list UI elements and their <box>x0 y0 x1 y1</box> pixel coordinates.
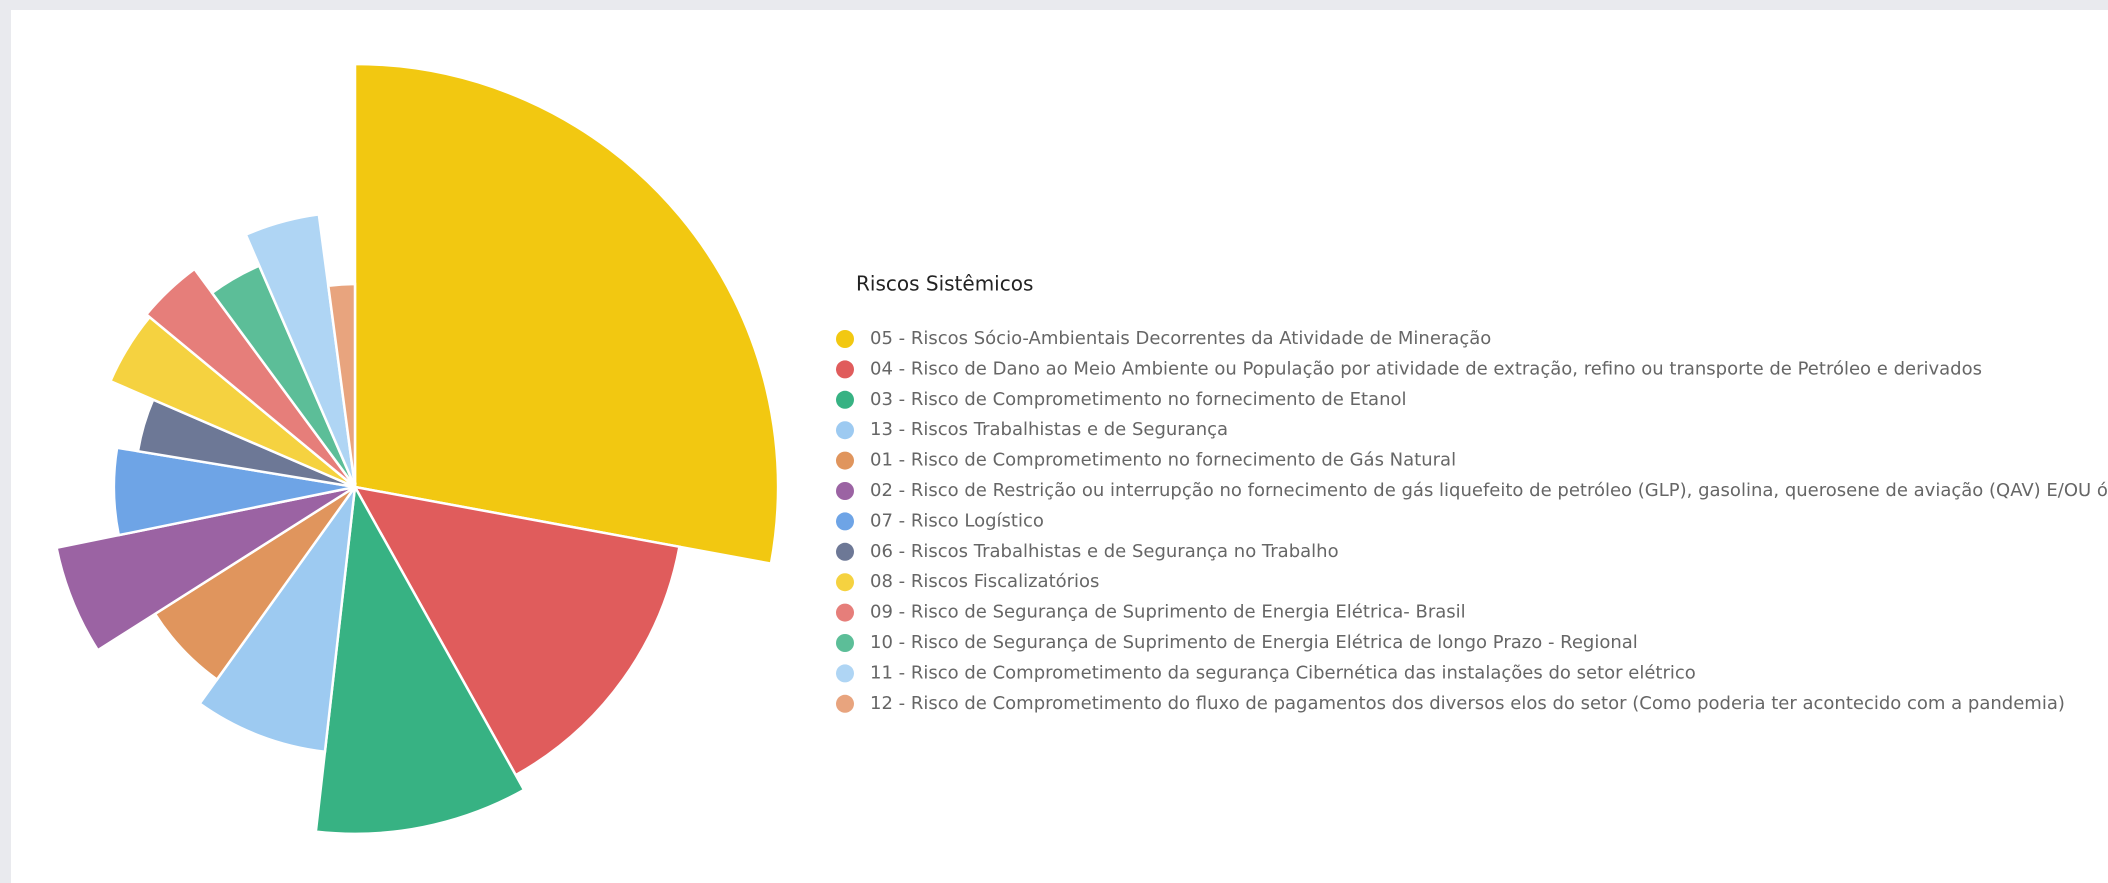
pie-slice <box>144 267 357 488</box>
legend-marker <box>836 542 854 561</box>
legend-marker <box>836 421 854 440</box>
legend-label: 11 - Risco de Comprometimento da seguran… <box>870 662 1696 683</box>
legend-marker <box>836 573 854 592</box>
pie-slice <box>197 482 357 754</box>
legend-marker <box>836 390 854 409</box>
pie-slice <box>112 446 356 537</box>
legend-label: 13 - Riscos Trabalhistas e de Segurança <box>870 419 1228 440</box>
pie-slice <box>55 485 356 652</box>
pie-slice <box>352 485 681 777</box>
legend-label: 10 - Risco de Segurança de Suprimento de… <box>870 632 1638 653</box>
legend-label: 12 - Risco de Comprometimento do fluxo d… <box>870 693 2065 714</box>
legend-label: 05 - Riscos Sócio-Ambientais Decorrentes… <box>870 328 1491 349</box>
legend-marker <box>836 330 854 348</box>
legend-label: 02 - Risco de Restrição ou interrupção n… <box>870 480 2108 501</box>
legend-marker <box>836 694 854 713</box>
legend-marker <box>836 451 854 470</box>
legend-label: 08 - Riscos Fiscalizatórios <box>870 571 1099 592</box>
legend-marker <box>836 482 854 500</box>
pie-slice <box>314 482 526 836</box>
legend-label: 03 - Risco de Comprometimento no forneci… <box>870 389 1406 410</box>
pie-slice <box>353 62 780 566</box>
legend-marker <box>836 360 854 379</box>
legend-marker <box>836 634 854 652</box>
pie-slice <box>326 282 357 488</box>
legend-marker <box>836 664 854 683</box>
legend-label: 09 - Risco de Segurança de Suprimento de… <box>870 602 1466 623</box>
legend-marker <box>836 603 854 622</box>
legend-label: 07 - Risco Logístico <box>870 510 1044 531</box>
legend-title: Riscos Sistêmicos <box>856 272 1033 296</box>
legend-label: 04 - Risco de Dano ao Meio Ambiente ou P… <box>870 358 1982 379</box>
legend-marker <box>836 512 854 531</box>
legend-label: 01 - Risco de Comprometimento no forneci… <box>870 450 1456 471</box>
pie-slice <box>244 213 357 488</box>
legend-label: 06 - Riscos Trabalhistas e de Segurança … <box>870 541 1339 562</box>
